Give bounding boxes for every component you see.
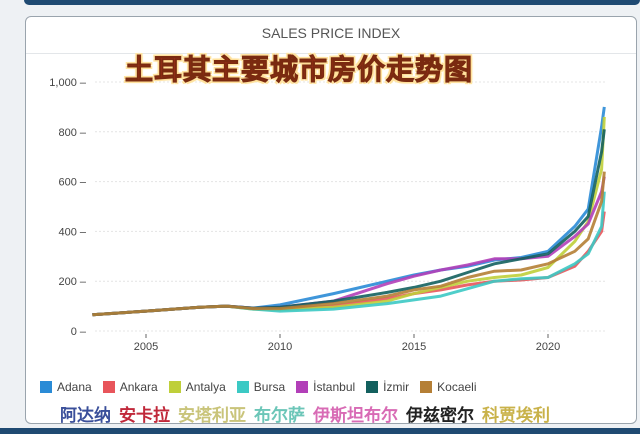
chart-card: SALES PRICE INDEX xyxy=(25,16,637,424)
legend-item[interactable]: Kocaeli xyxy=(420,380,477,394)
series-line-i̇stanbul xyxy=(92,176,606,317)
series-line-adana xyxy=(92,106,606,317)
legend-item[interactable]: Adana xyxy=(40,380,92,394)
chinese-city-name: 伊斯坦布尔 xyxy=(313,406,398,426)
legend-label: Kocaeli xyxy=(437,380,477,394)
overlay-caption: 土耳其主要城市房价走势图 xyxy=(124,53,474,87)
series-line-antalya xyxy=(92,116,606,317)
legend-label: Bursa xyxy=(253,380,286,394)
y-tick-label: 0 – xyxy=(71,326,87,338)
legend-item[interactable]: İstanbul xyxy=(296,380,355,394)
chart-legend: Adana Ankara Antalya Bursa İstanbul İzmir Koca… xyxy=(40,380,477,394)
chinese-city-name: 阿达纳 xyxy=(60,406,111,426)
y-tick-label: 200 – xyxy=(58,276,86,288)
chinese-city-name: 布尔萨 xyxy=(254,406,305,426)
y-tick-label: 400 – xyxy=(58,226,86,238)
chinese-city-names: 阿达纳 安卡拉 安塔利亚 布尔萨 伊斯坦布尔 伊兹密尔 科贾埃利 xyxy=(60,401,550,426)
legend-swatch xyxy=(40,381,52,393)
y-tick-label: 600 – xyxy=(58,177,86,189)
legend-swatch xyxy=(168,381,181,393)
chart-title: SALES PRICE INDEX xyxy=(261,25,401,41)
legend-label: Ankara xyxy=(119,380,158,394)
top-header-bar xyxy=(24,0,640,5)
legend-item[interactable]: İzmir xyxy=(366,380,409,394)
title-divider xyxy=(26,53,636,54)
x-tick-label: 2020 xyxy=(536,341,560,353)
legend-label: Adana xyxy=(57,380,92,394)
bottom-bar xyxy=(0,428,640,434)
legend-item[interactable]: Bursa xyxy=(236,380,286,394)
chinese-city-name: 科贾埃利 xyxy=(482,406,550,426)
y-tick-label: 1,000 – xyxy=(49,77,87,89)
chinese-city-name: 安塔利亚 xyxy=(178,406,246,426)
legend-label: İstanbul xyxy=(313,380,356,394)
legend-swatch xyxy=(296,381,309,393)
legend-item[interactable]: Ankara xyxy=(102,380,158,394)
chinese-city-name: 伊兹密尔 xyxy=(406,406,474,426)
series-line-kocaeli xyxy=(92,171,606,317)
chinese-city-name: 安卡拉 xyxy=(119,406,170,426)
legend-swatch xyxy=(236,381,249,393)
legend-swatch xyxy=(366,381,379,393)
series-line-i̇zmir xyxy=(92,129,606,317)
y-tick-label: 800 – xyxy=(58,127,86,139)
x-tick-label: 2010 xyxy=(268,341,292,353)
legend-label: İzmir xyxy=(383,380,410,394)
legend-swatch xyxy=(420,381,433,393)
legend-swatch xyxy=(102,381,115,393)
legend-item[interactable]: Antalya xyxy=(168,380,226,394)
x-tick-label: 2005 xyxy=(134,341,158,353)
legend-label: Antalya xyxy=(185,380,226,394)
x-tick-label: 2015 xyxy=(402,341,426,353)
